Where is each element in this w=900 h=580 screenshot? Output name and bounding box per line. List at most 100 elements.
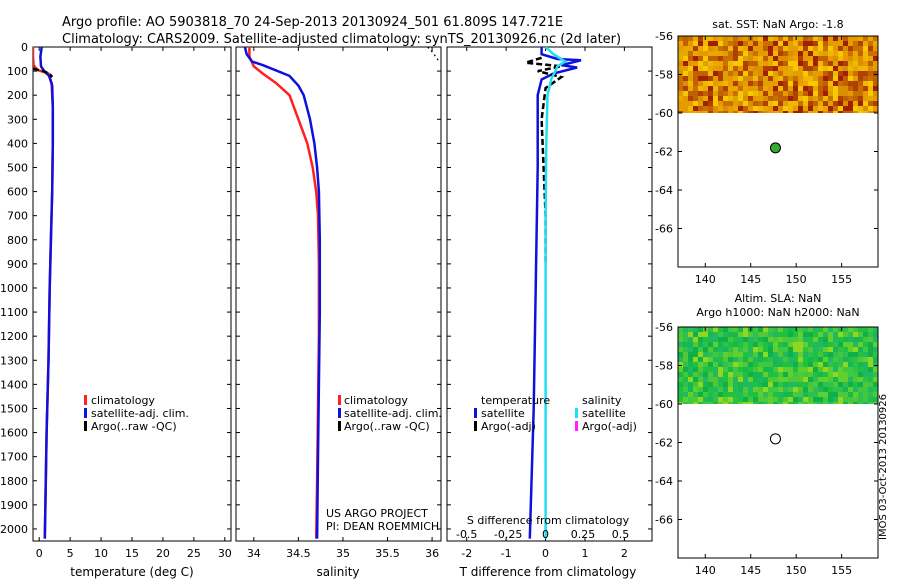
heatmap-cell — [783, 76, 788, 81]
heatmap-cell — [758, 327, 763, 332]
heatmap-cell — [798, 101, 803, 106]
heatmap-cell — [803, 377, 808, 382]
heatmap-cell — [803, 101, 808, 106]
heatmap-cell — [798, 61, 803, 66]
heatmap-cell — [788, 387, 793, 392]
heatmap-cell — [848, 352, 853, 357]
heatmap-cell — [818, 357, 823, 362]
heatmap-cell — [683, 46, 688, 51]
heatmap-cell — [708, 61, 713, 66]
heatmap-cell — [693, 397, 698, 402]
heatmap-cell — [738, 392, 743, 397]
heatmap-cell — [743, 387, 748, 392]
heatmap-cell — [873, 332, 878, 337]
heatmap-cell — [768, 56, 773, 61]
heatmap-cell — [788, 61, 793, 66]
heatmap-cell — [818, 96, 823, 101]
heatmap-cell — [758, 367, 763, 372]
heatmap-cell — [773, 56, 778, 61]
heatmap-cell — [683, 327, 688, 332]
heatmap-cell — [853, 36, 858, 41]
heatmap-cell — [863, 367, 868, 372]
heatmap-cell — [783, 71, 788, 76]
map-x-tick-label: 140 — [695, 273, 716, 286]
heatmap-cell — [873, 101, 878, 106]
heatmap-cell — [768, 101, 773, 106]
legend-label-argo: Argo(..raw -QC) — [344, 420, 430, 433]
heatmap-cell — [698, 337, 703, 342]
x-tick-label: 30 — [218, 547, 232, 560]
heatmap-cell — [818, 362, 823, 367]
heatmap-cell — [838, 46, 843, 51]
heatmap-cell — [773, 327, 778, 332]
heatmap-cell — [833, 96, 838, 101]
heatmap-cell — [683, 111, 688, 113]
legend-header-salinity: salinity — [582, 394, 622, 407]
heatmap-cell — [738, 96, 743, 101]
heatmap-cell — [683, 347, 688, 352]
heatmap-cell — [793, 111, 798, 113]
heatmap-cell — [698, 91, 703, 96]
heatmap-cell — [868, 402, 873, 404]
legend-label-t-satellite: satellite — [481, 407, 525, 420]
heatmap-cell — [728, 101, 733, 106]
heatmap-cell — [858, 382, 863, 387]
heatmap-cell — [713, 41, 718, 46]
heatmap-cell — [728, 367, 733, 372]
heatmap-cell — [798, 56, 803, 61]
map-x-tick-label: 145 — [740, 273, 761, 286]
heatmap-cell — [818, 342, 823, 347]
heatmap-cell — [738, 382, 743, 387]
heatmap-cell — [803, 362, 808, 367]
heatmap-cell — [843, 81, 848, 86]
heatmap-cell — [843, 342, 848, 347]
heatmap-cell — [728, 106, 733, 111]
heatmap-cell — [838, 352, 843, 357]
heatmap-cell — [718, 111, 723, 113]
heatmap-cell — [853, 81, 858, 86]
heatmap-cell — [733, 397, 738, 402]
heatmap-cell — [788, 397, 793, 402]
heatmap-cell — [763, 362, 768, 367]
heatmap-cell — [703, 76, 708, 81]
heatmap-cell — [708, 382, 713, 387]
heatmap-cell — [788, 352, 793, 357]
heatmap-cell — [723, 337, 728, 342]
heatmap-cell — [718, 46, 723, 51]
heatmap-cell — [693, 56, 698, 61]
heatmap-cell — [843, 372, 848, 377]
heatmap-cell — [758, 362, 763, 367]
heatmap-cell — [733, 56, 738, 61]
heatmap-cell — [808, 392, 813, 397]
heatmap-cell — [728, 357, 733, 362]
heatmap-cell — [783, 362, 788, 367]
series-line-satellite — [544, 47, 568, 539]
heatmap-cell — [698, 76, 703, 81]
heatmap-cell — [733, 327, 738, 332]
heatmap-cell — [698, 61, 703, 66]
legend-header-temperature: temperature — [481, 394, 550, 407]
heatmap-cell — [868, 61, 873, 66]
heatmap-cell — [843, 36, 848, 41]
heatmap-cell — [798, 332, 803, 337]
heatmap-cell — [758, 397, 763, 402]
heatmap-cell — [833, 397, 838, 402]
heatmap-cell — [853, 357, 858, 362]
heatmap-cell — [723, 46, 728, 51]
heatmap-cell — [823, 397, 828, 402]
heatmap-cell — [853, 382, 858, 387]
heatmap-cell — [753, 387, 758, 392]
heatmap-cell — [818, 402, 823, 404]
heatmap-cell — [743, 56, 748, 61]
heatmap-cell — [788, 392, 793, 397]
heatmap-cell — [823, 96, 828, 101]
heatmap-cell — [683, 337, 688, 342]
heatmap-cell — [813, 387, 818, 392]
heatmap-cell — [713, 56, 718, 61]
heatmap-cell — [728, 342, 733, 347]
heatmap-cell — [853, 352, 858, 357]
x-tick-label: 34.5 — [286, 547, 311, 560]
heatmap-cell — [713, 91, 718, 96]
heatmap-cell — [853, 372, 858, 377]
heatmap-cell — [713, 352, 718, 357]
